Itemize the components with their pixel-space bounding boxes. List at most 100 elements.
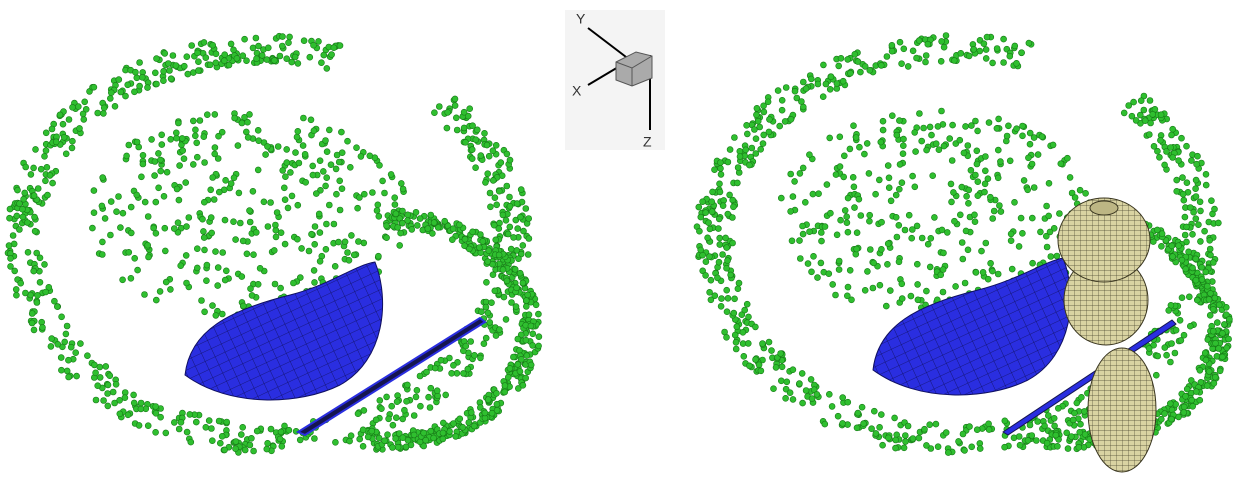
point	[478, 309, 484, 315]
point	[216, 189, 222, 195]
point	[286, 40, 292, 46]
point	[844, 220, 850, 226]
point	[208, 426, 214, 432]
point	[494, 401, 500, 407]
point	[1189, 397, 1195, 403]
point	[160, 78, 166, 84]
point	[409, 226, 415, 232]
point	[705, 235, 711, 241]
point	[735, 286, 741, 292]
point	[836, 63, 842, 69]
point	[1020, 123, 1026, 129]
point	[525, 252, 531, 258]
point	[784, 379, 790, 385]
point	[392, 195, 398, 201]
point	[1162, 411, 1168, 417]
point	[158, 168, 164, 174]
point	[162, 50, 168, 56]
point	[996, 203, 1002, 209]
point	[1211, 380, 1217, 386]
point	[240, 303, 246, 309]
point	[494, 202, 500, 208]
point	[1044, 440, 1050, 446]
point	[180, 148, 186, 154]
point	[924, 147, 930, 153]
point	[398, 230, 404, 236]
point	[421, 430, 427, 436]
point	[902, 433, 908, 439]
point	[233, 439, 239, 445]
point	[706, 220, 712, 226]
point	[1056, 211, 1062, 217]
point	[915, 297, 921, 303]
point	[31, 268, 37, 274]
point	[399, 220, 405, 226]
point	[1002, 444, 1008, 450]
point	[456, 222, 462, 228]
point	[235, 143, 241, 149]
point	[903, 439, 909, 445]
point	[910, 436, 916, 442]
point	[431, 435, 437, 441]
point	[515, 226, 521, 232]
point	[1219, 330, 1225, 336]
point	[814, 391, 820, 397]
point	[1224, 345, 1230, 351]
point	[142, 292, 148, 298]
point	[1197, 367, 1203, 373]
point	[393, 211, 399, 217]
point	[202, 309, 208, 315]
point	[74, 373, 80, 379]
point	[854, 230, 860, 236]
point	[899, 281, 905, 287]
point	[487, 319, 493, 325]
point	[1126, 103, 1132, 109]
point	[859, 404, 865, 410]
point	[1158, 112, 1164, 118]
point	[1067, 174, 1073, 180]
point	[280, 34, 286, 40]
point	[1002, 418, 1008, 424]
point	[271, 247, 277, 253]
point	[823, 81, 829, 87]
point	[293, 150, 299, 156]
point	[840, 395, 846, 401]
point	[922, 426, 928, 432]
point	[162, 225, 168, 231]
point	[173, 130, 179, 136]
point	[153, 297, 159, 303]
point	[1007, 158, 1013, 164]
point	[523, 303, 529, 309]
point	[505, 231, 511, 237]
point	[998, 209, 1004, 215]
point	[1212, 374, 1218, 380]
point	[1157, 137, 1163, 143]
point	[900, 143, 906, 149]
point	[717, 189, 723, 195]
point	[312, 279, 318, 285]
point	[8, 263, 14, 269]
point	[215, 283, 221, 289]
point	[963, 123, 969, 129]
point	[1082, 431, 1088, 437]
point	[919, 138, 925, 144]
point	[789, 238, 795, 244]
point	[243, 129, 249, 135]
point	[42, 153, 48, 159]
point	[826, 271, 832, 277]
point	[797, 170, 803, 176]
point	[219, 433, 225, 439]
point	[161, 193, 167, 199]
point	[277, 53, 283, 59]
point	[845, 195, 851, 201]
point	[18, 280, 24, 286]
point	[210, 303, 216, 309]
point	[428, 212, 434, 218]
point	[893, 437, 899, 443]
point	[966, 53, 972, 59]
point	[1012, 199, 1018, 205]
point	[829, 403, 835, 409]
point	[126, 142, 132, 148]
point	[933, 421, 939, 427]
point	[720, 203, 726, 209]
